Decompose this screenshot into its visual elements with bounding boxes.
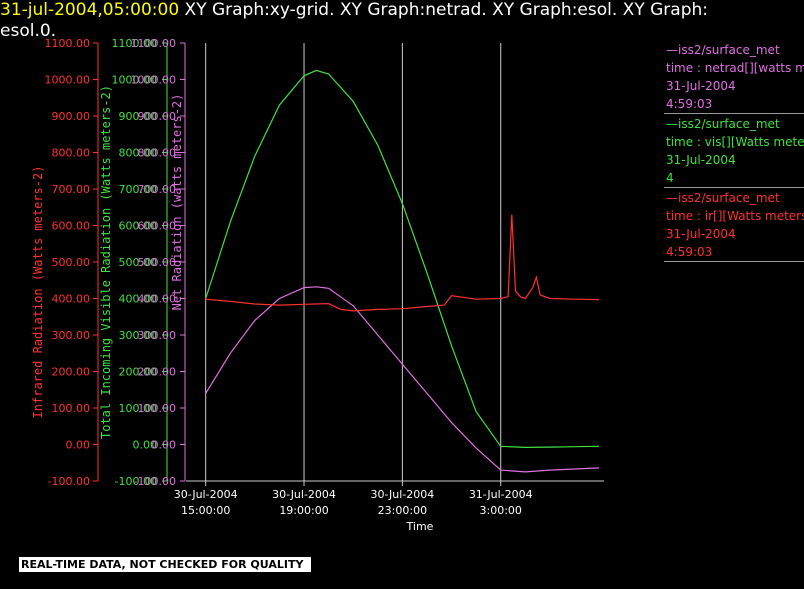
legend-source: —iss2/surface_met [666,191,780,205]
y-tick-label-2-1: 1000.00 [131,74,177,87]
y-tick-label-1-12: -100.00 [115,475,157,488]
x-tick-time-3: 3:00:00 [480,504,522,517]
y-tick-label-0-11: 0.00 [66,439,91,452]
x-axis-label: Time [406,520,434,533]
legend-date: 31-Jul-2004 [666,79,736,93]
y-tick-label-2-0: 1100.00 [131,37,177,50]
y-tick-label-1-8: 300.00 [119,329,158,342]
y-tick-label-0-0: 1100.00 [45,37,91,50]
y-tick-label-2-9: 200.00 [138,366,177,379]
legend-variable: time : ir[][Watts meters-2] [666,209,804,223]
y-tick-label-0-4: 700.00 [52,183,91,196]
y-tick-label-1-9: 200.00 [119,366,158,379]
window-title: 31-jul-2004,05:00:00 XY Graph:xy-grid. X… [0,0,804,42]
y-tick-label-0-3: 800.00 [52,147,91,160]
y-axis-label-0: Infrared Radiation (Watts meters-2) [31,166,45,419]
x-tick-date-0: 30-Jul-2004 [174,488,238,501]
y-tick-label-1-11: 0.00 [133,439,158,452]
x-tick-date-3: 31-Jul-2004 [469,488,533,501]
graph-list-cont: esol.0. [0,21,57,41]
x-axis: 30-Jul-2004 15:00:00 30-Jul-2004 19:00:00 30… [174,480,604,533]
y-tick-label-1-2: 900.00 [119,110,158,123]
legend-variable: time : vis[][Watts meters-2] [666,135,804,149]
graph-list: XY Graph:xy-grid. XY Graph:netrad. XY Gr… [179,0,708,20]
y-tick-label-2-11: 0.00 [152,439,177,452]
y-tick-label-0-9: 200.00 [52,366,91,379]
y-tick-label-0-1: 1000.00 [45,74,91,87]
y-tick-label-2-3: 800.00 [138,147,177,160]
y-tick-label-1-10: 100.00 [119,402,158,415]
x-tick-time-2: 23:00:00 [378,504,427,517]
legend-time: 4:59:03 [666,97,713,111]
y-tick-label-0-6: 500.00 [52,256,91,269]
y-tick-label-1-6: 500.00 [119,256,158,269]
y-axes: 1100.00 1000.00 900.00 800.00 700.00 600.00 50… [31,37,186,488]
y-tick-label-1-5: 600.00 [119,220,158,233]
legend-time: 4:59:03 [666,245,713,259]
x-tick-time-1: 19:00:00 [279,504,328,517]
x-tick-date-1: 30-Jul-2004 [272,488,336,501]
y-tick-label-2-10: 100.00 [138,402,177,415]
y-tick-label-0-7: 400.00 [52,293,91,306]
y-tick-label-1-0: 1100.00 [112,37,158,50]
legend-date: 31-Jul-2004 [666,153,736,167]
y-tick-label-2-6: 500.00 [138,256,177,269]
y-tick-label-0-2: 900.00 [52,110,91,123]
vertical-grid-lines [205,43,502,481]
x-tick-date-2: 30-Jul-2004 [370,488,434,501]
legend-source: —iss2/surface_met [666,117,780,131]
legend-time: 4 [666,171,674,185]
y-axis-label-2: Net Radiation (watts meters-2) [170,94,184,311]
plot-lines [205,69,600,473]
y-axis-label-1: Total Incoming Visible Radiation (Watts … [99,85,113,439]
y-tick-label-0-12: -100.00 [48,475,90,488]
legend-variable: time : netrad[][watts meters-2] [666,61,804,75]
legend-date: 31-Jul-2004 [666,227,736,241]
y-tick-label-1-1: 1000.00 [112,74,158,87]
series-line-0 [205,69,600,449]
y-tick-label-2-5: 600.00 [138,220,177,233]
y-tick-label-0-10: 100.00 [52,402,91,415]
y-tick-label-1-4: 700.00 [119,183,158,196]
y-tick-label-2-2: 900.00 [138,110,177,123]
y-tick-label-1-7: 400.00 [119,293,158,306]
y-tick-label-2-4: 700.00 [138,183,177,196]
timestamp: 31-jul-2004,05:00:00 [0,0,180,20]
y-tick-label-2-8: 300.00 [138,329,177,342]
legend-source: —iss2/surface_met [666,43,780,57]
x-tick-time-0: 15:00:00 [181,504,230,517]
y-tick-label-2-7: 400.00 [138,293,177,306]
y-tick-label-1-3: 800.00 [119,147,158,160]
y-tick-label-0-5: 600.00 [52,220,91,233]
series-line-1 [205,286,600,473]
y-tick-label-0-8: 300.00 [52,329,91,342]
y-tick-label-2-12: -100.00 [134,475,176,488]
series-line-2 [205,214,600,312]
quality-notice: REAL-TIME DATA, NOT CHECKED FOR QUALITY [19,557,312,572]
